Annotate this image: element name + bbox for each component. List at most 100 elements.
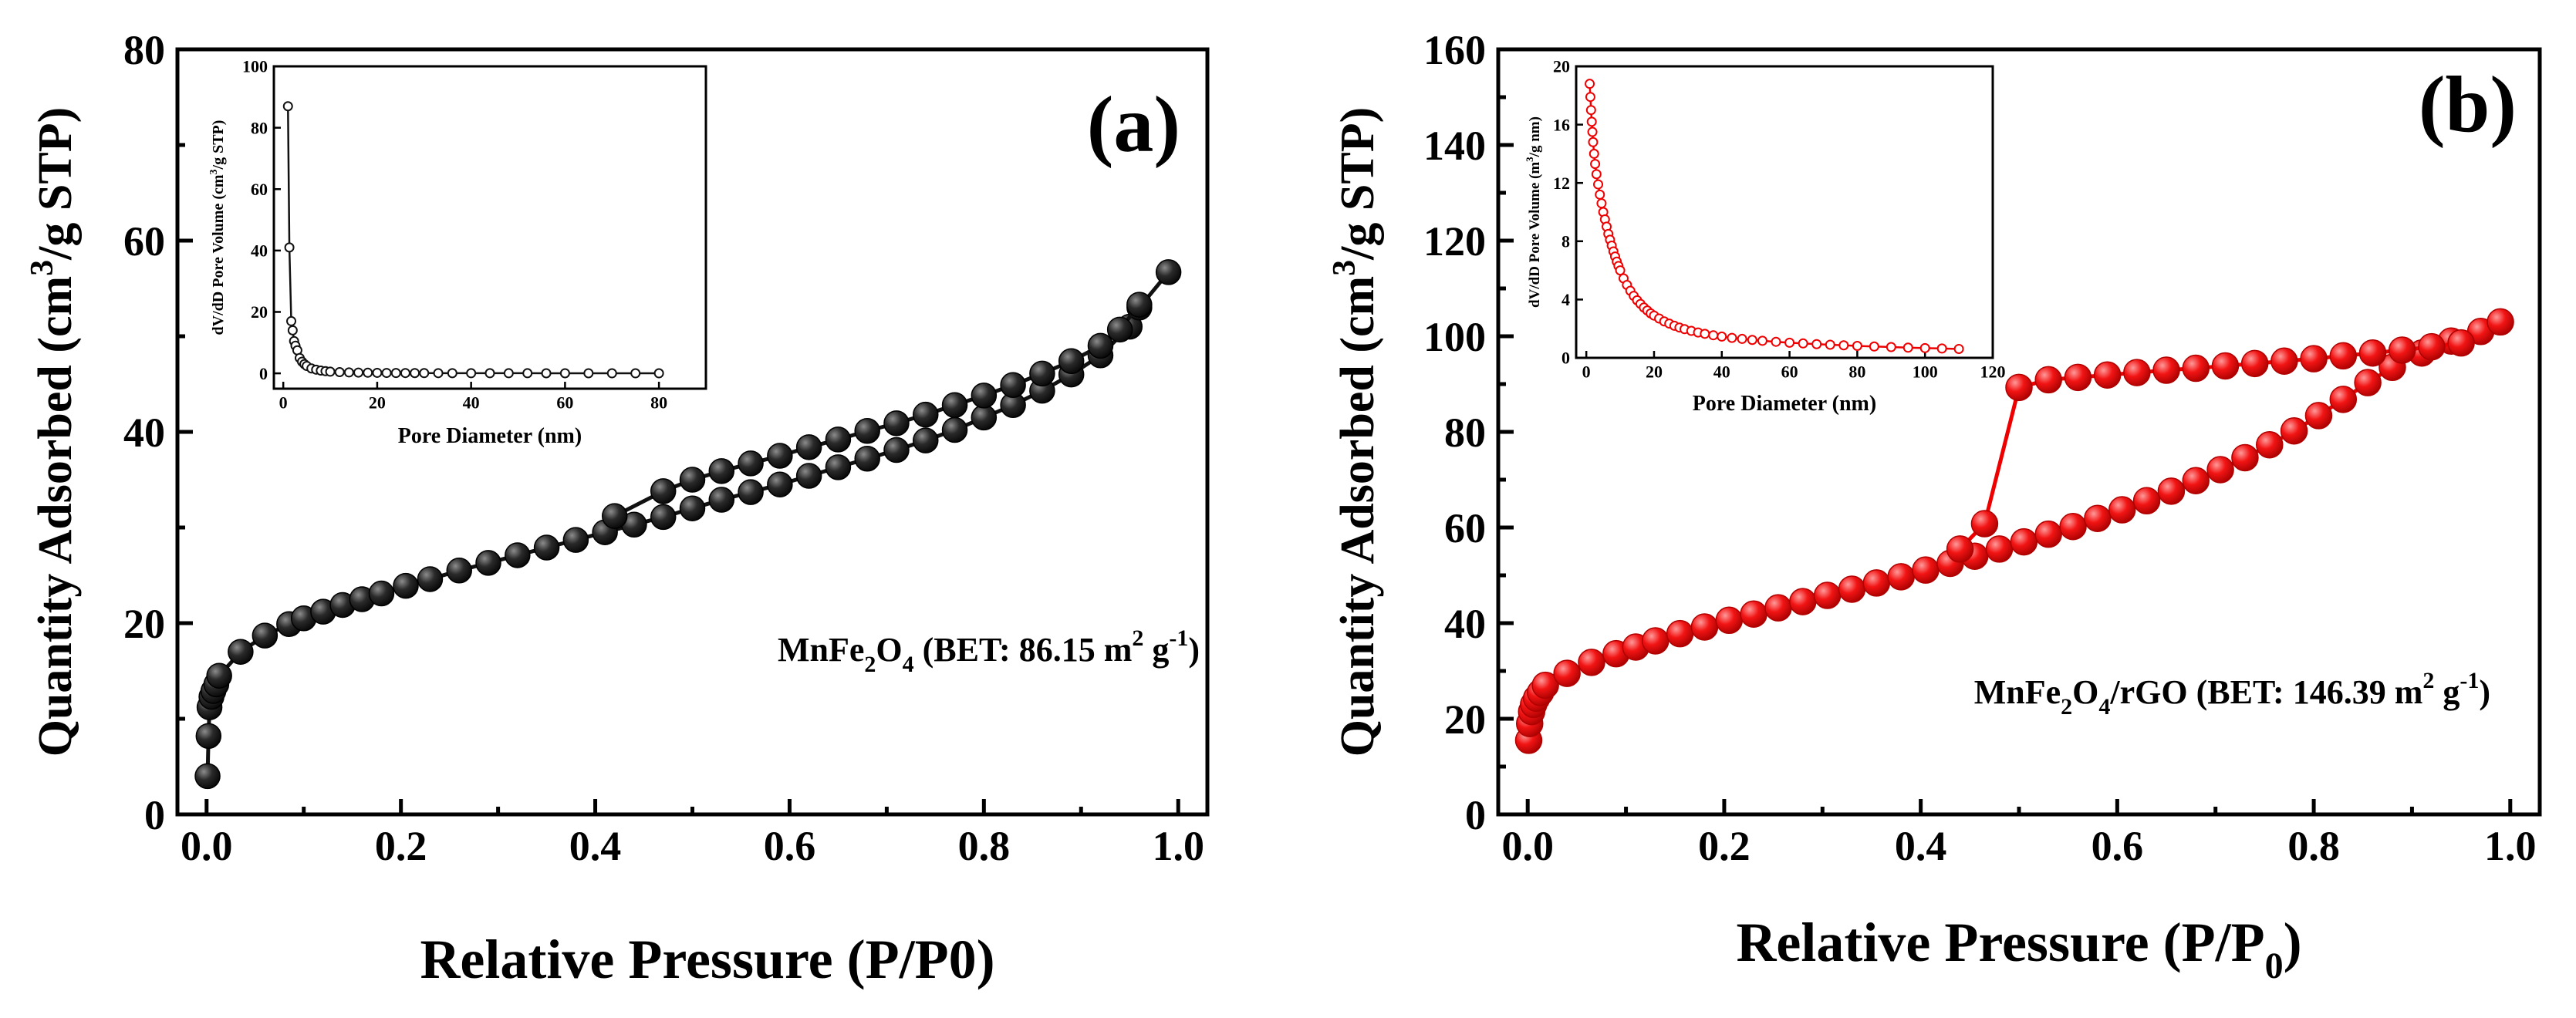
inset-point: [1596, 198, 1607, 209]
panel-a-label: (a): [1087, 80, 1180, 169]
desorption-point: [854, 418, 880, 444]
adsorption-point: [368, 580, 395, 607]
panel-b-inset-x-axis-title: Pore Diameter (nm): [1693, 392, 1876, 416]
inset-point: [400, 368, 410, 379]
y-tick-label: 60: [123, 218, 165, 265]
x-tick-label: 80: [650, 393, 667, 413]
adsorption-point: [913, 427, 939, 453]
adsorption-point: [2487, 308, 2514, 336]
y-tick-label: 80: [251, 118, 268, 137]
inset-point: [1919, 342, 1930, 353]
adsorption-point: [206, 662, 232, 689]
inset-point: [1591, 169, 1602, 180]
inset-point: [390, 368, 401, 379]
x-tick-label: 0: [1582, 362, 1591, 382]
x-tick-label: 120: [1980, 362, 2006, 382]
desorption-point: [1106, 316, 1133, 343]
desorption-point: [1000, 372, 1026, 398]
panel-b-inset: 0 4 8 12 16 20 0 20 40 60 80 100 120 Pore Diameter …: [1524, 57, 2006, 416]
y-tick-label: 20: [251, 302, 268, 322]
inset-point: [1615, 265, 1626, 276]
panel-a-inset-x-axis-title: Pore Diameter (nm): [398, 424, 582, 448]
adsorption-point: [2182, 467, 2210, 494]
inset-point: [286, 315, 297, 326]
adsorption-point: [1813, 581, 1842, 609]
panel-a-y-axis-title: Quantity Adsorbed (cm3/g STP): [25, 107, 82, 757]
y-tick-label: 100: [1423, 314, 1486, 360]
panel-b-inset-y-axis-title: dV/dD Pore Volume (m3/g nm): [1524, 116, 1543, 308]
adsorption-point: [2034, 520, 2062, 548]
inset-point: [381, 368, 392, 379]
inset-point: [1936, 343, 1947, 354]
adsorption-point: [795, 463, 822, 489]
y-tick-label: 0: [1561, 349, 1570, 368]
inset-point: [287, 325, 298, 335]
inset-point: [1595, 189, 1605, 200]
inset-point: [1798, 338, 1808, 349]
adsorption-point: [825, 454, 852, 480]
x-tick-label: 0.8: [2287, 823, 2340, 869]
inset-point: [630, 368, 641, 379]
desorption-point: [2388, 336, 2416, 364]
adsorption-point: [2084, 504, 2112, 532]
adsorption-point: [2010, 528, 2038, 556]
adsorption-point: [1912, 556, 1940, 584]
y-tick-label: 120: [1423, 218, 1486, 265]
adsorption-point: [679, 495, 706, 521]
inset-point: [1717, 331, 1727, 342]
y-tick-label: 60: [251, 180, 268, 199]
y-tick-label: 60: [1444, 505, 1486, 551]
panel-b-data: [1514, 308, 2514, 754]
y-tick-label: 12: [1553, 174, 1570, 193]
adsorption-point: [708, 487, 735, 513]
desorption-point: [2211, 352, 2240, 380]
panel-a-data: [194, 259, 1182, 790]
inset-point: [1585, 105, 1596, 116]
adsorption-point: [194, 763, 221, 790]
desorption-point: [2329, 342, 2358, 370]
inset-point: [541, 368, 552, 379]
y-tick-label: 40: [123, 410, 165, 456]
x-tick-label: 60: [1781, 362, 1798, 382]
x-tick-label: 0.8: [958, 823, 1011, 869]
inset-point: [606, 368, 617, 379]
inset-point: [334, 367, 345, 378]
desorption-point: [2152, 356, 2180, 384]
adsorption-point: [417, 566, 444, 592]
desorption-point: [1058, 348, 1085, 374]
desorption-point: [2300, 345, 2328, 372]
panel-b-annotation: MnFe2O4/rGO (BET: 146.39 m2 g-1): [1974, 668, 2490, 720]
desorption-point: [650, 478, 677, 504]
adsorption-point: [1642, 627, 1670, 655]
inset-point: [1886, 342, 1896, 352]
adsorption-point: [393, 572, 419, 599]
inset-point: [1771, 336, 1781, 347]
y-tick-label: 160: [1423, 27, 1486, 73]
adsorption-point: [533, 534, 560, 561]
x-tick-label: 100: [1913, 362, 1938, 382]
inset-point: [1902, 342, 1913, 353]
adsorption-point: [2280, 417, 2308, 445]
inset-point: [1747, 335, 1757, 346]
panel-b-inset-data: [1585, 79, 1964, 354]
adsorption-point: [738, 479, 764, 505]
panel-a-y-ticks: 0 20 40 60 80: [123, 27, 193, 838]
y-tick-label: 100: [242, 57, 268, 76]
desorption-point: [971, 383, 998, 409]
adsorption-point: [971, 404, 998, 431]
adsorption-point: [1740, 600, 1767, 628]
panel-b-x-axis-title: Relative Pressure (P/P0): [1736, 912, 2301, 986]
adsorption-point: [767, 471, 793, 497]
desorption-point: [601, 503, 628, 529]
adsorption-point: [2157, 477, 2186, 505]
desorption-point: [1946, 535, 1974, 563]
panel-a-inset-data: [282, 101, 664, 379]
panel-b-x-ticks: 0.0 0.2 0.4 0.6 0.8 1.0: [1501, 799, 2537, 869]
panel-a-inset-y-ticks: 0 20 40 60 80 100: [242, 57, 281, 383]
adsorption-point: [2206, 456, 2234, 484]
inset-point: [372, 367, 383, 378]
x-tick-label: 0: [279, 393, 288, 413]
adsorption-point: [1715, 606, 1744, 635]
inset-point: [1586, 116, 1597, 127]
